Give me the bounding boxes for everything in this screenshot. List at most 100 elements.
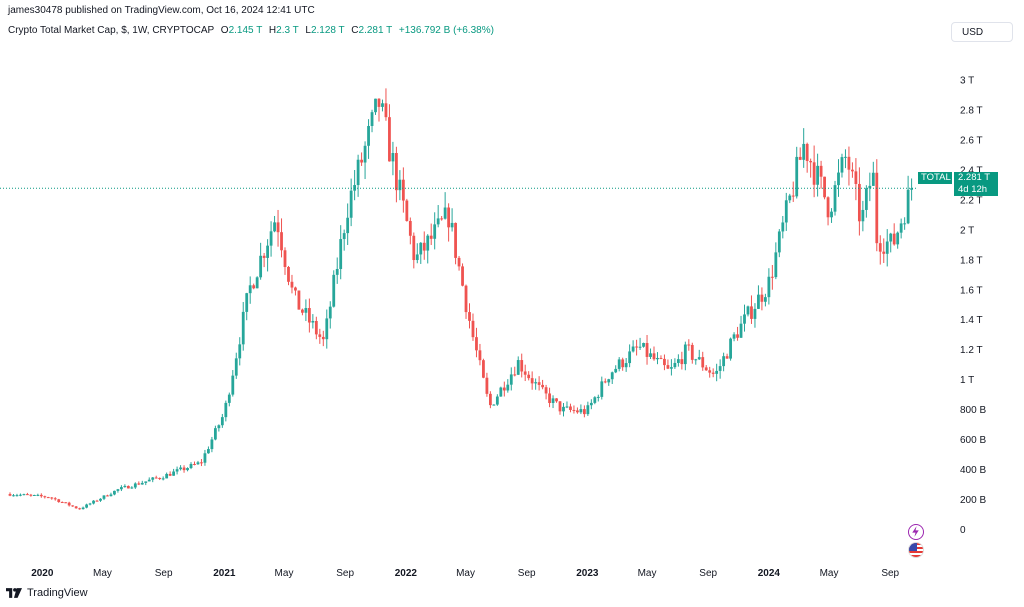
candle-body [151,477,155,480]
candle-body [426,235,430,251]
candle-body [398,179,402,191]
candle-body [346,217,350,234]
candle-body [823,176,826,198]
candle-body [175,469,179,472]
candle-body [123,485,127,488]
candle-body [349,190,353,218]
candle-body [579,409,583,413]
x-tick-label: Sep [699,568,717,579]
candle-body [395,153,398,191]
candle-body [57,499,61,503]
candle-body [154,477,158,479]
candle-body [81,507,85,510]
y-tick-label: 1.2 T [960,345,983,356]
candle-body [78,508,82,510]
candle-body [15,495,19,497]
candle-body [896,232,900,245]
x-tick-label: May [638,568,657,579]
candle-body [412,235,416,261]
candle-body [788,195,792,201]
candle-body [805,143,809,161]
y-tick-label: 1.6 T [960,285,983,296]
candle-body [443,207,447,219]
candle-body [130,487,134,489]
candle-body [307,308,311,323]
candle-body [781,222,785,232]
candle-body [262,255,266,258]
candle-body [596,396,600,398]
candle-body [109,494,113,497]
candle-body [74,506,78,509]
high-value: 2.3 T [276,25,299,36]
currency-button[interactable]: USD [951,22,1013,42]
price-axis: 3 T 2.8 T 2.6 T 2.4 T 2.2 T 2 T 1.8 T 1.6 T 1.4 … [960,75,986,536]
lightning-icon[interactable] [908,524,924,540]
candle-body [311,320,315,323]
candle-body [255,277,259,289]
candle-body [502,387,506,391]
candle-body [325,318,329,340]
candle-body [635,346,638,348]
open-label: O [220,25,229,36]
candle-body [46,497,50,499]
candle-body [377,98,381,107]
y-tick-label: 400 B [960,465,986,476]
candle-body [708,370,712,373]
candle-body [617,359,621,369]
candle-body [259,255,263,278]
candle-body [436,218,440,225]
candle-body [513,374,517,376]
low-label: L [305,25,311,36]
candle-body [374,98,377,113]
y-tick-label: 3 T [960,75,974,86]
candle-body [168,473,172,476]
y-tick-label: 1 T [960,375,974,386]
candle-body [690,344,694,360]
candle-body [784,200,788,223]
candle-body [548,393,551,403]
x-tick-label: Sep [518,568,536,579]
candle-body [854,171,858,184]
ticker-badge: TOTAL [918,172,952,184]
x-tick-label: 2020 [31,568,54,579]
candle-body [687,344,691,346]
candle-body [673,362,677,368]
candle-body [621,359,625,368]
candle-body [910,188,913,190]
candle-body [43,496,47,498]
close-label: C [351,25,359,36]
us-flag-icon[interactable] [908,542,924,558]
candle-body [356,159,360,186]
candle-body [676,359,680,363]
candle-body [461,266,464,286]
countdown-badge: 4d 12h [954,184,998,196]
last-price-badge: 2.281 T [954,172,998,184]
candle-body [294,287,297,291]
candle-body [193,463,196,465]
candle-body [871,172,875,186]
candle-body [826,197,830,218]
candle-body [551,398,555,403]
candle-body [67,502,71,506]
candle-body [391,153,395,162]
candle-body [360,159,363,163]
candle-body [314,320,318,335]
candle-body [600,381,604,397]
candle-body [88,503,92,505]
candle-body [95,500,99,502]
candle-body [318,334,322,337]
candle-body [220,417,224,426]
candle-body [868,185,872,189]
candle-body [750,306,753,319]
candle-body [763,297,767,302]
candle-body [321,336,325,340]
candle-body [332,274,336,307]
candle-body [645,342,649,357]
candle-body [26,494,29,496]
candle-body [60,502,64,504]
candle-body [885,241,889,254]
candle-body [603,381,607,383]
candle-body [433,224,437,239]
candle-body [812,162,816,185]
